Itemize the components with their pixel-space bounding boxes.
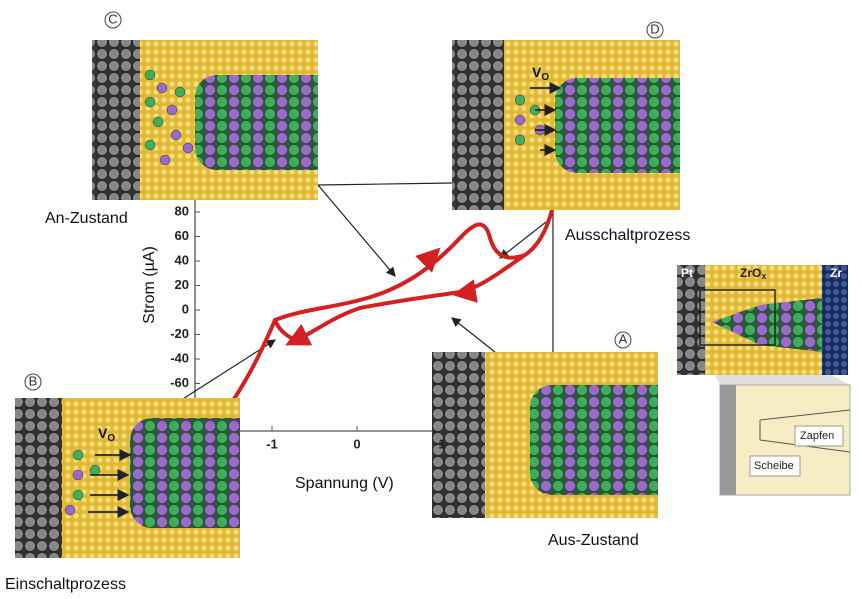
filament-edge — [150, 418, 240, 528]
caption: Einschaltprozess — [5, 576, 126, 593]
ion — [183, 143, 193, 153]
caption: Aus-Zustand — [548, 532, 639, 549]
ion — [153, 117, 163, 127]
ion — [145, 70, 155, 80]
ion — [515, 95, 525, 105]
electrode — [432, 352, 485, 518]
ion — [171, 130, 181, 140]
y-tick-label: 80 — [175, 203, 189, 218]
caption: Ausschaltprozess — [565, 227, 690, 244]
panel-letter: D — [650, 21, 659, 36]
inset-label: ZrO — [740, 266, 761, 280]
ion — [73, 490, 83, 500]
inset-label: Zapfen — [800, 430, 834, 442]
inset-label: x — [761, 271, 766, 281]
x-axis-label: Spannung (V) — [295, 475, 394, 492]
curve-arrow — [464, 292, 470, 293]
caption: An-Zustand — [45, 210, 128, 227]
inset-zr — [822, 265, 848, 375]
ion — [145, 140, 155, 150]
figure: 80 60 40 20 0 -20 -40 -60 -1 0 1 C D B A An-Zustand Auss… — [0, 0, 862, 599]
electrode — [15, 398, 62, 558]
y-tick-label: -40 — [170, 350, 189, 365]
ion — [160, 155, 170, 165]
y-tick-label: -20 — [170, 326, 189, 341]
y-tick-label: 60 — [175, 228, 189, 243]
y-axis-label: Strom (µA) — [141, 246, 158, 324]
inset-label: Pt — [681, 266, 693, 280]
y-tick-label: -60 — [170, 375, 189, 390]
panel-letter: C — [108, 11, 117, 26]
inset-label: Scheibe — [754, 460, 794, 472]
ion — [167, 105, 177, 115]
inset2-left — [720, 385, 736, 495]
x-tick-label: -1 — [266, 436, 278, 451]
ion — [145, 97, 155, 107]
y-tick-label: 20 — [175, 277, 189, 292]
ion — [157, 83, 167, 93]
vacancy-sub: O — [541, 72, 549, 83]
curve-arrow — [428, 256, 432, 260]
curve-arrow — [296, 338, 300, 340]
ion — [73, 470, 83, 480]
ion — [515, 115, 525, 125]
ion — [175, 87, 185, 97]
ion — [73, 450, 83, 460]
ion — [515, 135, 525, 145]
inset-label: Zr — [830, 266, 842, 280]
x-tick-label: 0 — [353, 436, 360, 451]
ion — [65, 505, 75, 515]
filament-edge — [575, 78, 680, 173]
connector — [452, 318, 495, 352]
inset-pt — [677, 265, 705, 375]
panel-letter: A — [619, 331, 628, 346]
electrode — [452, 40, 504, 210]
panel-letter: B — [29, 373, 38, 388]
connector — [318, 185, 395, 276]
vacancy-sub: O — [107, 433, 115, 444]
y-tick-label: 40 — [175, 252, 189, 267]
connector — [318, 183, 452, 185]
filament-edge — [215, 75, 318, 170]
electrode — [92, 40, 140, 200]
y-tick-label: 0 — [182, 301, 189, 316]
x-tick-label: 1 — [438, 436, 445, 451]
ion — [90, 465, 100, 475]
filament-edge — [550, 385, 658, 495]
